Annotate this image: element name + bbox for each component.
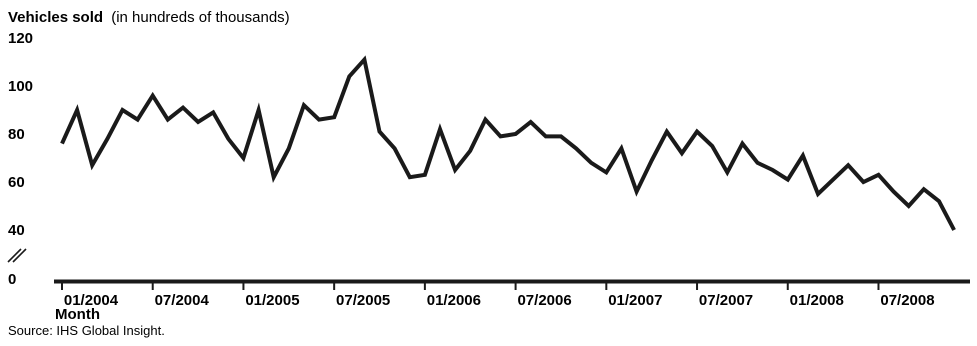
chart-title: Vehicles sold [8, 9, 103, 26]
x-tick-label: 01/2005 [245, 292, 299, 309]
y-tick-label: 60 [8, 174, 25, 191]
x-axis-ticks: 01/2004 07/2004 01/2005 07/2005 01/2006 07/20… [61, 282, 935, 309]
x-tick-label: 07/2005 [336, 292, 390, 309]
y-tick-label: 120 [8, 30, 33, 47]
series-line [60, 55, 956, 231]
x-tick-label: 01/2004 [64, 292, 119, 309]
x-tick-label: 01/2007 [608, 292, 662, 309]
x-tick-label: 01/2006 [427, 292, 481, 309]
y-tick-label: 100 [8, 78, 33, 95]
x-tick-label: 07/2006 [517, 292, 571, 309]
y-tick-label: 80 [8, 126, 25, 143]
x-tick-label: 01/2008 [790, 292, 844, 309]
chart-title-line: Vehicles sold (in hundreds of thousands) [8, 9, 290, 26]
source-note: Source: IHS Global Insight. [8, 323, 165, 338]
x-tick-label: 07/2008 [880, 292, 934, 309]
axis-break-mark [7, 248, 27, 263]
chart-subtitle: (in hundreds of thousands) [111, 9, 289, 26]
x-axis-label: Month [55, 306, 100, 323]
y-tick-label: 40 [8, 222, 25, 239]
x-tick-label: 07/2007 [699, 292, 753, 309]
y-axis-tick-labels: 0 40 60 80 100 120 [8, 30, 33, 288]
x-tick-label: 07/2004 [155, 292, 210, 309]
y-tick-label: 0 [8, 271, 16, 288]
